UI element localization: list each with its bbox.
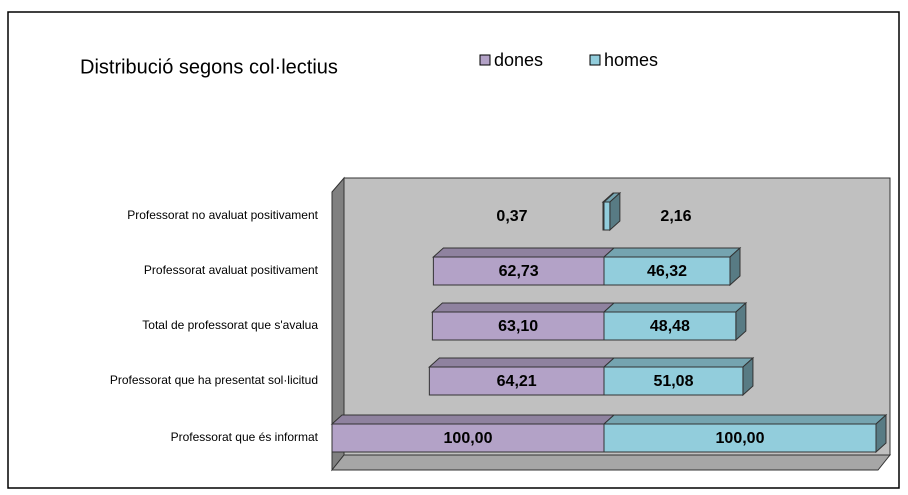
bar [602, 301, 748, 342]
bar-face [603, 423, 877, 453]
bar [431, 302, 616, 341]
value-label: 0,37 [496, 208, 527, 225]
bar-face [330, 414, 616, 425]
bar-face [602, 302, 748, 313]
value-label: 62,73 [499, 263, 539, 280]
bar [602, 413, 888, 454]
y-tick-label: Professorat que és informat [171, 430, 319, 444]
bar [432, 247, 616, 286]
bar-face [428, 357, 616, 368]
legend-label: homes [604, 50, 658, 70]
legend-label: dones [494, 50, 543, 70]
bar-face [603, 256, 731, 286]
bar-face [602, 357, 755, 368]
value-label: 48,48 [650, 318, 690, 335]
value-label: 51,08 [653, 373, 693, 390]
legend-swatch [589, 54, 601, 66]
value-label: 64,21 [497, 373, 537, 390]
legend-swatch [479, 54, 491, 66]
bar-face [603, 311, 737, 341]
value-label: 2,16 [660, 208, 691, 225]
bar-face [432, 247, 616, 258]
bar [602, 356, 755, 397]
y-tick-label: Professorat avaluat positivament [144, 263, 319, 277]
value-label: 46,32 [647, 263, 687, 280]
y-tick-label: Total de professorat que s'avalua [142, 318, 318, 332]
bar [602, 191, 622, 232]
bar [602, 246, 742, 287]
bar-face [602, 247, 742, 258]
value-label: 63,10 [498, 318, 538, 335]
y-tick-label: Professorat no avaluat positivament [127, 208, 318, 222]
floor [330, 454, 892, 471]
chart-title: Distribució segons col·lectius [80, 56, 338, 78]
value-label: 100,00 [716, 430, 765, 447]
bar [330, 414, 616, 453]
bar-face [603, 366, 744, 396]
bar-face [431, 302, 616, 313]
bar-face [602, 414, 888, 425]
value-label: 100,00 [444, 430, 493, 447]
y-tick-label: Professorat que ha presentat sol·licitud [110, 373, 318, 387]
bar-face [603, 201, 611, 231]
